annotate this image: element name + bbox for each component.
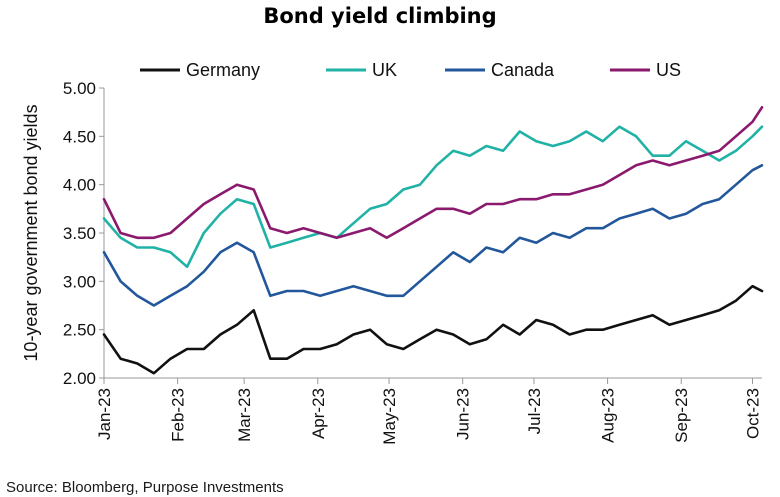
legend-label-uk: UK [372, 60, 397, 80]
y-tick-label: 4.00 [63, 176, 96, 195]
axes: 2.00 2.50 3.00 3.50 4.00 4.50 5.00 Jan-23 Feb-23… [63, 79, 763, 445]
x-tick-label: May-23 [380, 388, 399, 445]
x-tick-label: Feb-23 [169, 388, 188, 442]
y-tick-label: 4.50 [63, 127, 96, 146]
x-tick-label: Sep-23 [672, 388, 691, 443]
legend-label-canada: Canada [491, 60, 555, 80]
y-tick-label: 2.50 [63, 321, 96, 340]
y-tick-label: 3.00 [63, 272, 96, 291]
x-tick-label: Jan-23 [95, 388, 114, 440]
chart-title: Bond yield climbing [263, 4, 497, 28]
source-note: Source: Bloomberg, Purpose Investments [6, 479, 284, 496]
y-tick-label: 2.00 [63, 369, 96, 388]
y-axis-title: 10-year government bond yields [21, 104, 41, 361]
chart-svg: Germany UK Canada US 10-year government bon… [21, 60, 764, 445]
y-tick-label: 5.00 [63, 79, 96, 98]
x-tick-label: Oct-23 [743, 388, 762, 439]
legend-label-germany: Germany [186, 60, 260, 80]
x-tick-label: Apr-23 [309, 388, 328, 439]
x-tick-label: Mar-23 [235, 388, 254, 442]
legend: Germany UK Canada US [140, 60, 681, 80]
series-line-germany [102, 284, 764, 375]
series-line-us [102, 106, 764, 240]
x-tick-label: Aug-23 [599, 388, 618, 443]
legend-label-us: US [656, 60, 681, 80]
series-line-uk [102, 125, 764, 269]
x-tick-label: Jul-23 [525, 388, 544, 434]
series-layer [102, 106, 764, 375]
x-tick-label: Jun-23 [454, 388, 473, 440]
series-line-canada [102, 164, 764, 307]
y-tick-label: 3.50 [63, 224, 96, 243]
